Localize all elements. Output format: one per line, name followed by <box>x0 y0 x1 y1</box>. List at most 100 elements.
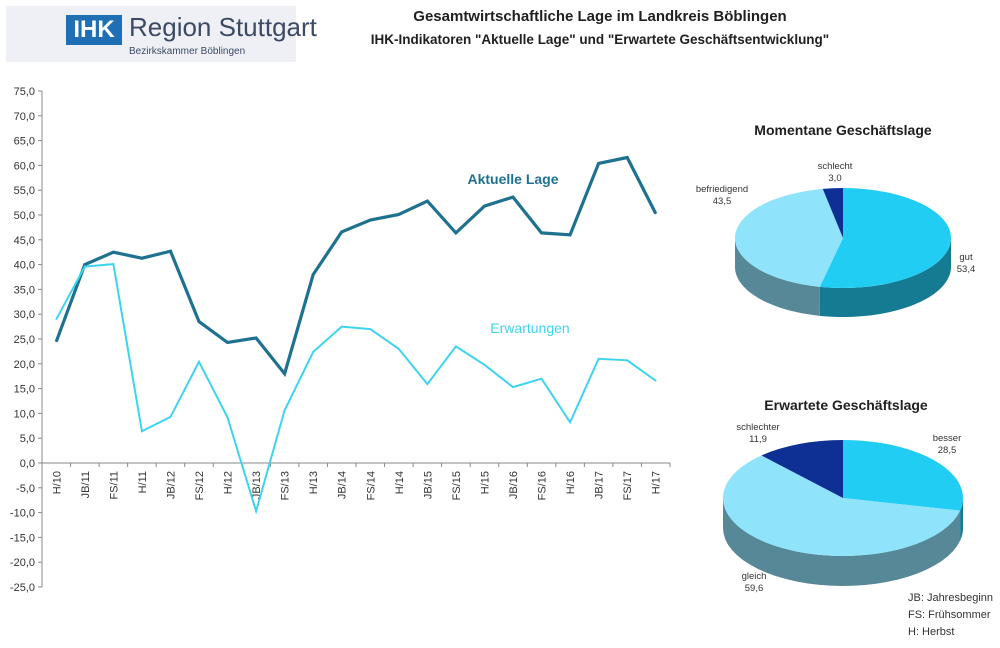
data-point <box>340 325 343 328</box>
data-point <box>569 421 571 424</box>
data-point <box>255 337 257 339</box>
x-tick-label: FS/16 <box>537 471 549 500</box>
logo-subtitle: Bezirkskammer Böblingen <box>129 46 246 57</box>
pie-slice-besser <box>843 440 963 511</box>
pie-value-label: 59,6 <box>745 583 764 594</box>
x-tick-label: H/15 <box>479 471 491 494</box>
data-point <box>483 363 486 366</box>
x-tick-label: H/16 <box>565 471 577 494</box>
data-point <box>283 409 286 412</box>
y-tick-label: 40,0 <box>14 260 35 272</box>
x-tick-label: JB/15 <box>422 471 434 499</box>
note-herbst: H: Herbst <box>908 626 955 638</box>
pie-slice-gut <box>819 187 952 288</box>
logo-title: Region Stuttgart <box>129 12 317 42</box>
data-point <box>255 510 257 512</box>
x-tick-label: H/12 <box>223 471 235 494</box>
pie-label: gut <box>959 252 973 263</box>
pie-label: besser <box>933 433 962 444</box>
pie-value-label: 28,5 <box>938 445 957 456</box>
x-tick-label: JB/14 <box>337 471 349 499</box>
pie-value-label: 43,5 <box>713 196 732 207</box>
y-tick-label: 75,0 <box>14 86 35 98</box>
y-tick-label: 45,0 <box>14 235 35 247</box>
y-tick-label: 30,0 <box>14 309 35 321</box>
y-tick-label: 35,0 <box>14 284 35 296</box>
pie-side-gut <box>819 238 951 317</box>
y-tick-label: 65,0 <box>14 136 35 148</box>
x-tick-label: H/17 <box>651 471 663 494</box>
pie-slice-befriedigend <box>735 188 843 287</box>
data-point <box>597 162 600 165</box>
pie-slice-schlecht <box>822 188 843 238</box>
data-point <box>112 251 115 253</box>
x-tick-label: H/14 <box>394 471 406 494</box>
data-point <box>84 263 86 266</box>
data-point <box>141 257 143 259</box>
page-subtitle: IHK-Indikatoren "Aktuelle Lage" und "Erw… <box>370 32 830 47</box>
data-point <box>112 263 115 265</box>
y-tick-label: 15,0 <box>14 384 35 396</box>
data-point <box>540 377 543 380</box>
x-tick-label: FS/13 <box>280 471 292 500</box>
data-point <box>169 250 172 253</box>
data-point <box>169 416 172 418</box>
ihk-logo: IHK Region Stuttgart Bezirkskammer Böbli… <box>6 6 317 62</box>
data-point <box>626 359 628 362</box>
data-point <box>312 351 314 353</box>
y-tick-label: 0,0 <box>20 458 35 470</box>
series-line-aktuelle-lage <box>54 155 658 378</box>
data-point <box>340 231 343 233</box>
pie-side-gleich <box>723 498 961 586</box>
data-point <box>398 213 400 216</box>
data-point <box>283 372 286 375</box>
y-tick-label: -10,0 <box>10 508 35 520</box>
data-point <box>426 383 429 385</box>
pie-label: schlecht <box>818 161 853 172</box>
y-tick-label: -25,0 <box>10 582 35 594</box>
y-tick-label: -5,0 <box>16 483 35 495</box>
pie-side-besser <box>960 498 963 541</box>
data-point <box>226 416 229 419</box>
data-point <box>597 358 600 360</box>
data-point <box>512 386 514 388</box>
data-point <box>540 232 543 234</box>
x-tick-label: FS/17 <box>622 471 634 500</box>
y-tick-label: 50,0 <box>14 210 35 222</box>
x-tick-label: FS/14 <box>365 471 377 500</box>
data-point <box>198 320 200 323</box>
note-jahresbeginn: JB: Jahresbeginn <box>908 592 993 604</box>
y-tick-label: 20,0 <box>14 359 35 371</box>
data-point <box>226 341 229 344</box>
data-point <box>84 265 86 268</box>
data-point <box>654 379 657 382</box>
note-fruehsommer: FS: Frühsommer <box>908 609 991 621</box>
logo-mark: IHK <box>66 15 122 45</box>
x-tick-label: H/13 <box>308 471 320 494</box>
y-tick-label: -15,0 <box>10 532 35 544</box>
data-point <box>369 328 372 330</box>
data-point <box>55 318 58 320</box>
y-tick-label: 25,0 <box>14 334 35 346</box>
pie-slice-gleich <box>723 455 961 556</box>
series-label-aktuelle-lage: Aktuelle Lage <box>467 171 558 187</box>
data-point <box>455 232 457 234</box>
data-point <box>569 234 571 236</box>
x-tick-label: JB/16 <box>508 471 520 499</box>
x-tick-label: FS/15 <box>451 471 463 500</box>
data-point <box>398 348 400 350</box>
x-tick-label: FS/11 <box>108 471 120 500</box>
x-tick-label: H/11 <box>137 471 149 493</box>
x-tick-label: H/10 <box>51 471 63 494</box>
data-point <box>141 430 143 433</box>
data-point <box>312 273 314 276</box>
pie-label: gleich <box>742 571 767 582</box>
data-point <box>198 361 200 363</box>
x-tick-label: JB/13 <box>251 471 263 499</box>
page-title: Gesamtwirtschaftliche Lage im Landkreis … <box>413 8 787 25</box>
pie-side-befriedigend <box>735 238 820 316</box>
pie-value-label: 3,0 <box>828 173 841 184</box>
x-tick-label: FS/12 <box>194 471 206 500</box>
